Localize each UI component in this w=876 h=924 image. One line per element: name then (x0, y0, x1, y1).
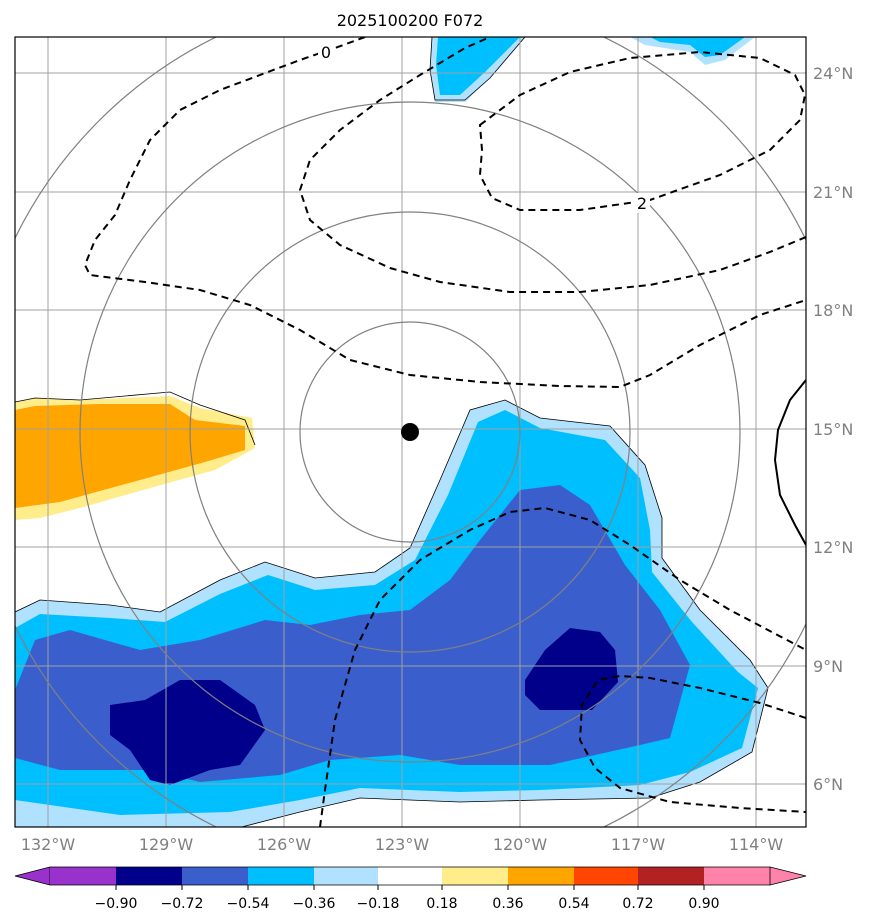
range-rings (15, 37, 806, 827)
x-tick-label: 114°W (729, 835, 784, 854)
map-title: 2025100200 F072 (337, 11, 484, 30)
colorbar-label: −0.90 (95, 896, 138, 912)
storm-center-marker (401, 423, 419, 441)
negative-anomaly-region-top (430, 37, 755, 102)
anomaly-outline (15, 37, 769, 827)
dashed-contours (83, 37, 806, 827)
y-tick-label: 18°N (813, 301, 853, 320)
colorbar-label: −0.18 (357, 896, 400, 912)
contour-label-0: 0 (321, 43, 331, 62)
colorbar-label: 0.54 (558, 896, 589, 912)
map-frame (14, 36, 807, 828)
contour-2 (298, 37, 806, 293)
colorbar-bin (574, 867, 638, 885)
contour-inner (478, 50, 806, 211)
colorbar-label: −0.36 (293, 896, 336, 912)
x-tick-label: 123°W (375, 835, 430, 854)
colorbar-label: 0.18 (426, 896, 457, 912)
positive-anomaly-region (15, 396, 255, 520)
colorbar-bin (182, 867, 248, 885)
x-axis-labels: 132°W 129°W 126°W 123°W 120°W 117°W 114°… (21, 835, 784, 854)
x-tick-label: 129°W (139, 835, 194, 854)
y-tick-label: 9°N (813, 657, 843, 676)
contour-southeast (578, 674, 806, 813)
negative-anomaly-region-south (15, 400, 768, 827)
colorbar: −0.90 −0.72 −0.54 −0.36 −0.18 0.18 0.36 … (14, 866, 807, 912)
colorbar-bin (638, 867, 704, 885)
y-tick-label: 24°N (813, 64, 853, 83)
colorbar-bin (704, 867, 770, 885)
solid-contour (773, 379, 806, 546)
contour-south (319, 506, 806, 827)
x-tick-label: 126°W (257, 835, 312, 854)
contour-label-bg-0 (318, 42, 334, 62)
y-axis-labels: 24°N 21°N 18°N 15°N 12°N 9°N 6°N (813, 64, 853, 794)
colorbar-label: 0.90 (688, 896, 719, 912)
colorbar-label: 0.72 (622, 896, 653, 912)
y-tick-label: 12°N (813, 538, 853, 557)
x-tick-label: 120°W (493, 835, 548, 854)
colorbar-bin (508, 867, 574, 885)
contour-label-2: 2 (637, 194, 647, 213)
colorbar-bin (378, 867, 442, 885)
colorbar-bin (50, 867, 116, 885)
colorbar-bin (116, 867, 182, 885)
y-tick-label: 6°N (813, 775, 843, 794)
contour-0 (83, 37, 806, 389)
colorbar-bin (248, 867, 314, 885)
x-tick-label: 117°W (611, 835, 666, 854)
x-tick-label: 132°W (21, 835, 76, 854)
contour-label-bg-2 (634, 193, 650, 213)
colorbar-label: −0.54 (227, 896, 270, 912)
y-tick-label: 21°N (813, 183, 853, 202)
colorbar-bin (442, 867, 508, 885)
colorbar-over-triangle (769, 866, 807, 886)
colorbar-label: 0.36 (492, 896, 523, 912)
colorbar-under-triangle (14, 866, 51, 886)
map-area: 0 2 (15, 37, 806, 827)
colorbar-label: −0.72 (161, 896, 204, 912)
colorbar-bin (314, 867, 378, 885)
y-tick-label: 15°N (813, 420, 853, 439)
colorbar-ticks (115, 885, 705, 890)
